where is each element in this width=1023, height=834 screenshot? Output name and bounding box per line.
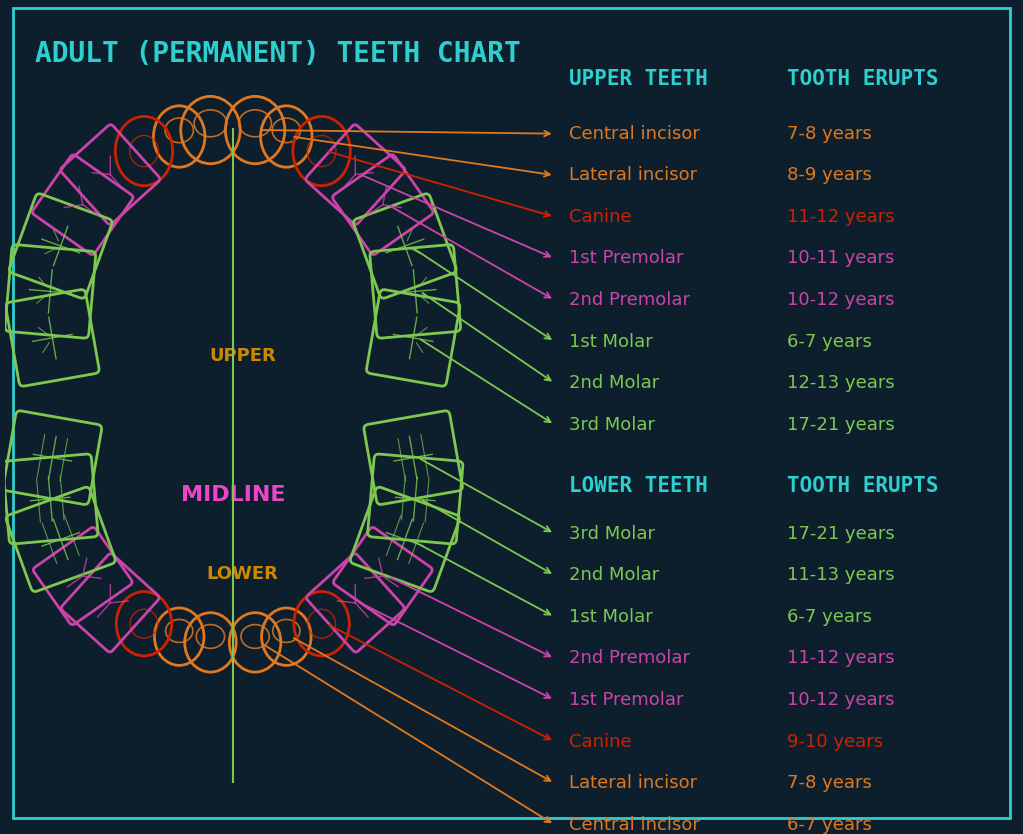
- Text: 2nd Molar: 2nd Molar: [570, 374, 660, 392]
- Text: 17-21 years: 17-21 years: [788, 416, 895, 434]
- Text: 8-9 years: 8-9 years: [788, 166, 873, 184]
- Text: Lateral incisor: Lateral incisor: [570, 774, 698, 792]
- Text: 2nd Molar: 2nd Molar: [570, 566, 660, 585]
- Text: 10-12 years: 10-12 years: [788, 691, 895, 709]
- Text: Central incisor: Central incisor: [570, 816, 701, 834]
- Text: LOWER: LOWER: [207, 565, 278, 583]
- Text: 1st Premolar: 1st Premolar: [570, 691, 684, 709]
- Text: 7-8 years: 7-8 years: [788, 774, 873, 792]
- Text: 6-7 years: 6-7 years: [788, 816, 873, 834]
- Text: 12-13 years: 12-13 years: [788, 374, 895, 392]
- Text: 10-11 years: 10-11 years: [788, 249, 895, 268]
- Text: 6-7 years: 6-7 years: [788, 608, 873, 626]
- Text: Canine: Canine: [570, 732, 632, 751]
- Text: 10-12 years: 10-12 years: [788, 291, 895, 309]
- Text: 6-7 years: 6-7 years: [788, 333, 873, 350]
- Text: 9-10 years: 9-10 years: [788, 732, 884, 751]
- Text: UPPER TEETH: UPPER TEETH: [570, 69, 708, 89]
- Text: LOWER TEETH: LOWER TEETH: [570, 476, 708, 496]
- Text: 1st Molar: 1st Molar: [570, 608, 653, 626]
- Text: TOOTH ERUPTS: TOOTH ERUPTS: [788, 476, 939, 496]
- Text: MIDLINE: MIDLINE: [180, 485, 285, 505]
- Text: 2nd Premolar: 2nd Premolar: [570, 650, 691, 667]
- Text: TOOTH ERUPTS: TOOTH ERUPTS: [788, 69, 939, 89]
- Text: ADULT (PERMANENT) TEETH CHART: ADULT (PERMANENT) TEETH CHART: [35, 41, 521, 68]
- Text: UPPER: UPPER: [210, 348, 276, 365]
- Text: 2nd Premolar: 2nd Premolar: [570, 291, 691, 309]
- Text: 11-12 years: 11-12 years: [788, 208, 895, 226]
- Text: 7-8 years: 7-8 years: [788, 124, 873, 143]
- Text: 1st Molar: 1st Molar: [570, 333, 653, 350]
- Text: 11-13 years: 11-13 years: [788, 566, 895, 585]
- Text: Canine: Canine: [570, 208, 632, 226]
- Text: 11-12 years: 11-12 years: [788, 650, 895, 667]
- Text: Central incisor: Central incisor: [570, 124, 701, 143]
- Text: 17-21 years: 17-21 years: [788, 525, 895, 543]
- Text: 3rd Molar: 3rd Molar: [570, 525, 656, 543]
- Text: 3rd Molar: 3rd Molar: [570, 416, 656, 434]
- Text: Lateral incisor: Lateral incisor: [570, 166, 698, 184]
- Text: 1st Premolar: 1st Premolar: [570, 249, 684, 268]
